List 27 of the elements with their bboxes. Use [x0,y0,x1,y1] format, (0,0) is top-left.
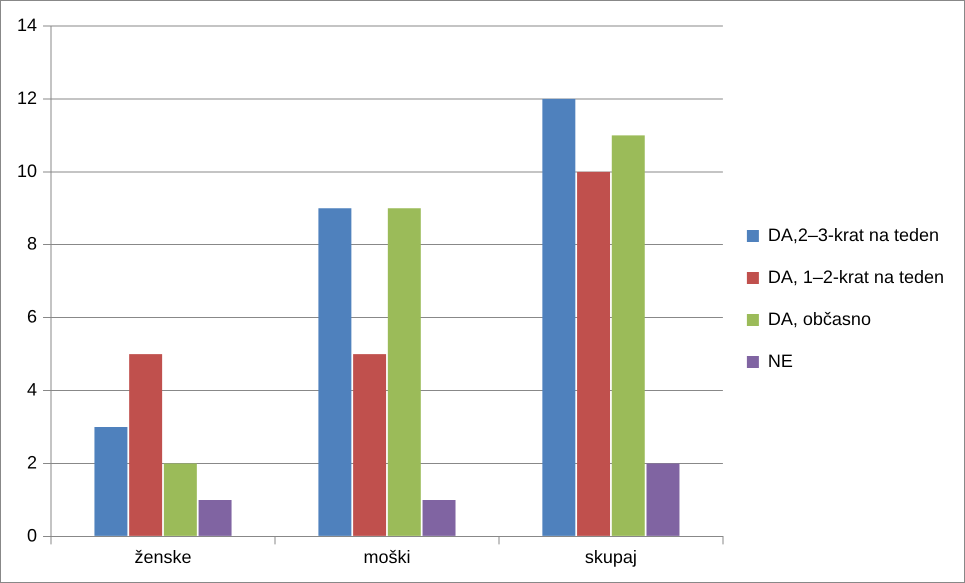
y-tick-label: 6 [27,306,38,327]
bar [422,500,456,536]
legend-label: DA, 1–2-krat na teden [768,266,944,287]
bar [129,354,162,536]
y-tick-label: 0 [27,525,38,546]
bar [542,98,576,536]
x-tick-label: moški [363,547,410,568]
y-tick-label: 10 [16,160,38,181]
legend-label: NE [768,350,793,371]
bar [318,208,352,536]
bar [612,135,645,536]
bar [164,463,197,536]
bar [577,172,610,536]
x-tick-label: skupaj [584,547,637,568]
y-tick-label: 2 [27,452,38,472]
legend-label: DA, občasno [768,308,871,329]
bar [198,500,232,536]
y-tick-label: 4 [27,380,38,400]
x-tick-label: ženske [134,547,192,568]
legend-label: DA,2–3-krat na teden [768,224,940,245]
bar [353,354,386,536]
bar [388,208,421,536]
y-tick-label: 14 [16,14,38,35]
y-tick-label: 8 [27,234,38,254]
y-tick-label: 12 [16,88,38,108]
bar [94,427,128,536]
bar [646,463,680,536]
